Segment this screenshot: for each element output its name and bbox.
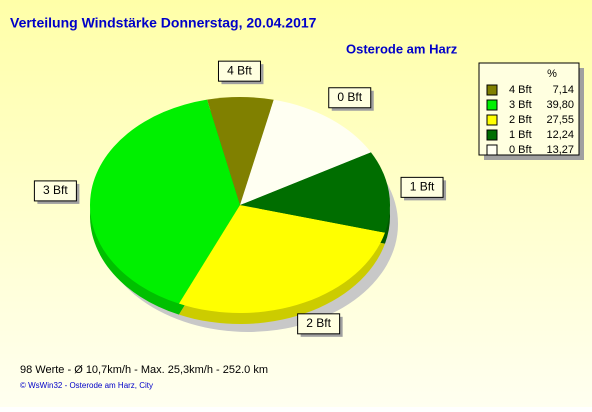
legend-swatch	[486, 84, 498, 96]
slice	[90, 99, 241, 304]
slice	[240, 99, 371, 205]
legend-swatch	[486, 144, 498, 156]
legend-value: 39,80	[546, 99, 574, 111]
slice-label-box	[297, 313, 341, 335]
legend-swatch	[486, 99, 498, 111]
chart-title: Verteilung Windstärke Donnerstag, 20.04.…	[10, 15, 317, 31]
legend-value: 12,24	[546, 129, 574, 141]
legend-value: 27,55	[546, 114, 574, 126]
slice-label-box	[328, 87, 372, 109]
legend-items: 4 Bft 7,14 3 Bft 39,80 2 Bft 27,55 1 Bft 12,24 0…	[486, 84, 574, 156]
slice-label-box	[33, 180, 77, 202]
slice-label: 0 Bft	[337, 90, 362, 104]
slice-label-box	[400, 176, 444, 198]
legend-label: 0 Bft	[509, 144, 532, 156]
pie: 4 Bft 3 Bft 2 Bft 1 Bft 0 Bft	[33, 60, 447, 337]
legend-header: %	[547, 68, 557, 80]
legend-value: 13,27	[546, 144, 574, 156]
legend-swatch	[486, 114, 498, 126]
slice-label-box	[217, 60, 261, 82]
credit: © WsWin32 - Osterode am Harz, City	[20, 381, 153, 390]
legend-label: 3 Bft	[509, 99, 532, 111]
slice-label: 2 Bft	[306, 316, 331, 330]
slice	[207, 96, 274, 205]
slice-label: 4 Bft	[227, 63, 252, 77]
slice-label: 1 Bft	[410, 180, 435, 194]
legend-label: 4 Bft	[509, 84, 532, 96]
slice-label: 3 Bft	[43, 183, 68, 197]
slice	[178, 205, 385, 313]
legend-label: 1 Bft	[509, 129, 532, 141]
legend-swatch	[486, 129, 498, 141]
legend-label: 2 Bft	[509, 114, 532, 126]
footer: 98 Werte - Ø 10,7km/h - Max. 25,3km/h - …	[20, 364, 268, 376]
legend-value: 7,14	[553, 84, 574, 96]
slice	[240, 152, 390, 233]
chart-subtitle: Osterode am Harz	[346, 41, 458, 56]
